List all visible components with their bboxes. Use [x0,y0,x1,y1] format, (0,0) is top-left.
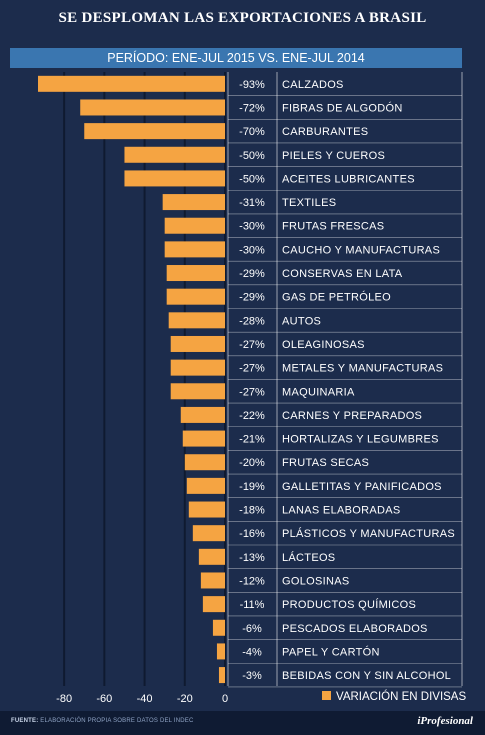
legend-swatch [322,691,331,701]
bar [186,477,225,494]
category-label: GAS DE PETRÓLEO [282,291,391,304]
value-label: -50% [239,150,265,162]
bar [184,454,225,471]
value-label: -27% [239,386,265,398]
value-label: -31% [239,197,265,209]
brand-logo: iProfesional [417,715,473,727]
category-label: HORTALIZAS Y LEGUMBRES [282,434,439,446]
value-label: -27% [239,339,265,351]
category-label: LANAS ELABORADAS [282,505,401,517]
value-label: -30% [239,221,265,233]
bar [200,572,225,589]
bar [168,312,225,329]
value-label: -3% [242,670,262,682]
value-label: -6% [242,623,262,635]
x-tick-label: -40 [137,693,153,705]
value-label: -13% [239,552,265,564]
category-label: AUTOS [282,315,321,327]
bar [166,265,225,282]
bar [218,667,225,684]
category-label: CONSERVAS EN LATA [282,268,403,280]
value-label: -16% [239,528,265,540]
category-label: BEBIDAS CON Y SIN ALCOHOL [282,670,451,682]
x-tick-label: -80 [56,693,72,705]
bar [80,99,226,116]
bar [124,170,225,187]
bar [170,335,225,352]
category-label: GOLOSINAS [282,575,350,587]
bar [180,406,225,423]
x-tick-label: 0 [222,693,228,705]
category-label: MAQUINARIA [282,386,355,398]
category-label: LÁCTEOS [282,551,335,564]
category-label: PIELES Y CUEROS [282,150,385,162]
value-label: -4% [242,646,262,658]
category-label: GALLETITAS Y PANIFICADOS [282,481,442,493]
category-label: CALZADOS [282,79,344,91]
category-label: ACEITES LUBRICANTES [282,173,415,185]
value-label: -18% [239,505,265,517]
category-label: OLEAGINOSAS [282,339,365,351]
bar [162,194,225,211]
bar [164,241,225,258]
category-label: PESCADOS ELABORADOS [282,623,428,635]
value-label: -12% [239,575,265,587]
bar [164,217,225,234]
value-label: -20% [239,457,265,469]
source-label: FUENTE: [11,718,39,724]
bar [38,75,225,92]
value-label: -29% [239,292,265,304]
bar [188,501,225,518]
bar [124,146,225,163]
bar [216,643,225,660]
value-label: -50% [239,173,265,185]
bar [212,619,225,636]
source-note: FUENTE: ELABORACIÓN PROPIA SOBRE DATOS D… [11,718,194,724]
bar [202,596,225,613]
category-label: FIBRAS DE ALGODÓN [282,101,403,114]
chart-title: SE DESPLOMAN LAS EXPORTACIONES A BRASIL [58,10,427,26]
x-tick-label: -60 [96,693,112,705]
footer: FUENTE: ELABORACIÓN PROPIA SOBRE DATOS D… [0,711,485,735]
value-label: -11% [240,599,265,611]
value-label: -93% [239,79,265,91]
bar [166,288,225,305]
category-label: CAUCHO Y MANUFACTURAS [282,244,440,256]
bar [192,525,225,542]
x-tick-label: -20 [177,693,193,705]
value-label: -21% [239,434,265,446]
value-label: -19% [239,481,265,493]
source-text: ELABORACIÓN PROPIA SOBRE DATOS DEL INDEC [38,718,194,724]
bar [170,383,225,400]
category-label: METALES Y MANUFACTURAS [282,363,443,375]
category-label: PLÁSTICOS Y MANUFACTURAS [282,527,455,540]
value-label: -30% [239,244,265,256]
chart-subtitle: PERÍODO: ENE-JUL 2015 VS. ENE-JUL 2014 [10,48,462,68]
bar [182,430,225,447]
category-label: CARBURANTES [282,126,368,138]
legend-label: VARIACIÓN EN DIVISAS [336,691,467,703]
bar [84,123,225,140]
legend: VARIACIÓN EN DIVISAS [322,690,466,704]
category-label: FRUTAS FRESCAS [282,221,384,233]
value-label: -27% [239,363,265,375]
value-label: -28% [239,315,265,327]
value-label: -29% [239,268,265,280]
category-label: CARNES Y PREPARADOS [282,410,422,422]
value-label: -70% [239,126,265,138]
value-label: -22% [239,410,265,422]
bar [198,548,225,565]
category-label: FRUTAS SECAS [282,457,369,469]
category-label: TEXTILES [282,197,336,209]
bar [170,359,225,376]
category-label: PRODUCTOS QUÍMICOS [282,598,416,611]
category-label: PAPEL Y CARTÓN [282,645,380,658]
value-label: -72% [239,102,265,114]
